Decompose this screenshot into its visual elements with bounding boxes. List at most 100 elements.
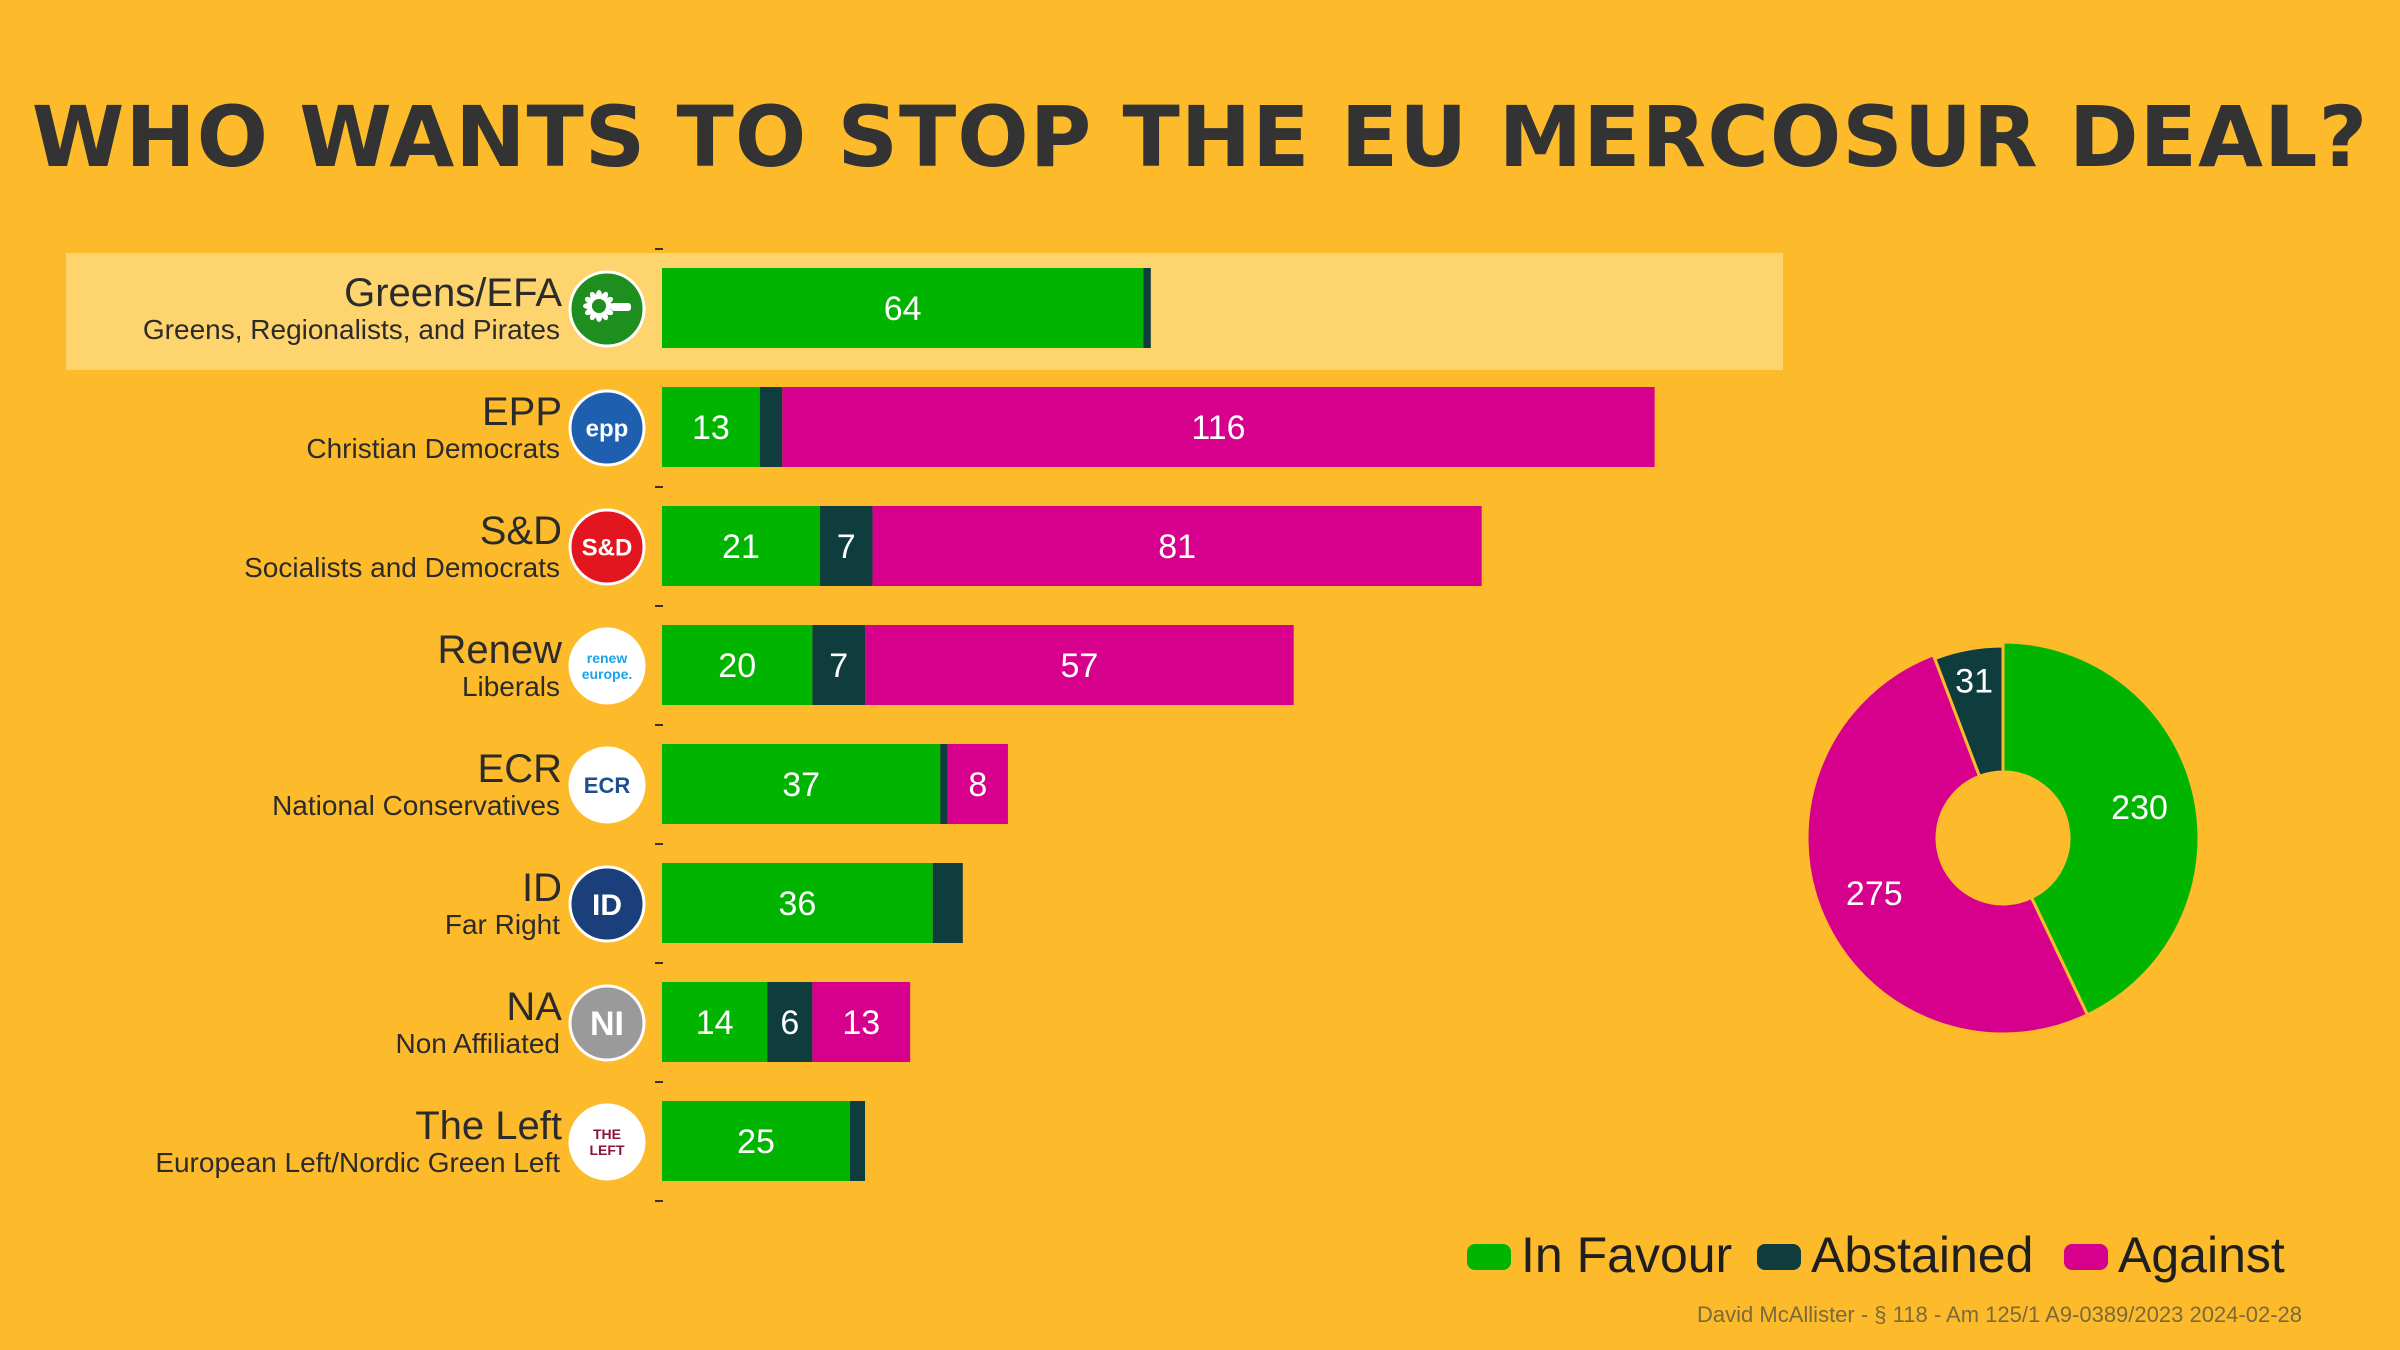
party-name-renew: Renew [437, 628, 562, 672]
party-name-na: NA [506, 985, 562, 1029]
donut-label-abstained: 31 [1955, 663, 1993, 701]
page-title: WHO WANTS TO STOP THE EU MERCOSUR DEAL? [31, 88, 2369, 186]
bar-id-abstained [932, 863, 963, 943]
legend-label-in-favour: In Favour [1521, 1227, 1732, 1283]
party-subtitle-epp: Christian Democrats [306, 433, 560, 464]
bar-label-na-abstained: 6 [780, 1004, 799, 1042]
bar-na-abstained [767, 982, 813, 1062]
logo-text: ID [592, 889, 622, 922]
logo-circle [568, 627, 646, 705]
legend-label-against: Against [2118, 1227, 2285, 1283]
logo-text: S&D [582, 535, 633, 562]
petal-shape [589, 291, 598, 302]
party-name-ecr: ECR [478, 747, 562, 791]
greens-efa-logo-icon [568, 270, 646, 348]
bar-label-ecr-in-favour: 37 [782, 766, 820, 804]
bar-id-in-favour [662, 863, 933, 943]
bar-label-epp-in-favour: 13 [692, 409, 730, 447]
id-group-logo-icon: ID [568, 865, 646, 943]
non-inscrits-logo-icon: NI [568, 984, 646, 1062]
party-subtitle-na: Non Affiliated [396, 1028, 561, 1059]
bar-label-ecr-against: 8 [968, 766, 987, 804]
party-subtitle-s-d: Socialists and Democrats [244, 552, 560, 583]
logo-text: THE [593, 1126, 621, 1142]
bar-renew-abstained [812, 625, 866, 705]
bar-ecr-abstained [940, 744, 948, 824]
bar-label-renew-in-favour: 20 [718, 647, 756, 685]
logo-text: renew [587, 650, 628, 666]
bar-s-d-against [872, 506, 1482, 586]
logo-text: epp [586, 416, 629, 443]
bar-s-d-in-favour [662, 506, 820, 586]
donut-label-against: 275 [1846, 875, 1903, 913]
donut-slice-in-favour [2001, 640, 2201, 1017]
bar-label-s-d-in-favour: 21 [722, 528, 760, 566]
bar-s-d-abstained [819, 506, 873, 586]
party-subtitle-id: Far Right [445, 909, 560, 940]
bar-label-na-against: 13 [842, 1004, 880, 1042]
legend-swatch-abstained [1757, 1244, 1801, 1270]
logo-text: NI [590, 1005, 624, 1043]
legend-label-abstained: Abstained [1811, 1227, 2033, 1283]
petal-shape [600, 310, 609, 321]
bar-greens-efa-abstained [1143, 268, 1151, 348]
bar-greens-efa-in-favour [662, 268, 1144, 348]
bar-the-left-in-favour [662, 1101, 850, 1181]
party-subtitle-ecr: National Conservatives [272, 790, 560, 821]
bar-na-in-favour [662, 982, 768, 1062]
donut-slice-against [1805, 652, 2090, 1036]
party-subtitle-renew: Liberals [462, 671, 560, 702]
logo-circle [568, 746, 646, 824]
s-and-d-logo-icon: S&D [568, 508, 646, 586]
bar-label-epp-against: 116 [1191, 409, 1245, 447]
flower-center [592, 299, 606, 313]
donut-label-in-favour: 230 [2111, 789, 2168, 827]
bar-ecr-against [947, 744, 1008, 824]
logo-circle [568, 1103, 646, 1181]
logo-circle [568, 865, 646, 943]
logo-circle [568, 389, 646, 467]
bar-renew-in-favour [662, 625, 813, 705]
bar-epp-against [782, 387, 1655, 467]
petal-shape [596, 290, 602, 300]
bar-renew-against [865, 625, 1294, 705]
bar-label-the-left-in-favour: 25 [737, 1123, 775, 1161]
petal-shape [583, 303, 593, 309]
bar-ecr-in-favour [662, 744, 941, 824]
leaf-shape [611, 303, 631, 311]
party-name-the-left: The Left [415, 1104, 562, 1148]
bar-label-id-in-favour: 36 [778, 885, 816, 923]
party-subtitle-the-left: European Left/Nordic Green Left [155, 1147, 560, 1178]
bar-na-against [812, 982, 911, 1062]
logo-text: europe. [582, 666, 633, 682]
bar-label-na-in-favour: 14 [696, 1004, 734, 1042]
epp-logo-icon: epp [568, 389, 646, 467]
party-subtitle-greens-efa: Greens, Regionalists, and Pirates [143, 314, 560, 345]
bar-epp-in-favour [662, 387, 760, 467]
bar-the-left-abstained [850, 1101, 866, 1181]
legend-swatch-against [2064, 1244, 2108, 1270]
party-name-epp: EPP [482, 390, 562, 434]
bar-label-s-d-against: 81 [1158, 528, 1196, 566]
legend: In Favour Abstained Against [1467, 1227, 2285, 1283]
logo-circle [568, 508, 646, 586]
donut-slice-abstained [1932, 644, 2005, 779]
ecr-group-logo-icon: ECR [568, 746, 646, 824]
bar-label-s-d-abstained: 7 [837, 528, 856, 566]
logo-text: LEFT [590, 1142, 625, 1158]
party-name-s-d: S&D [480, 509, 562, 553]
bar-label-renew-against: 57 [1060, 647, 1098, 685]
petal-shape [603, 296, 614, 305]
logo-circle [568, 984, 646, 1062]
party-name-id: ID [522, 866, 562, 910]
petal-shape [596, 312, 602, 322]
donut-chart: 230 275 31 [1805, 640, 2201, 1036]
legend-swatch-in-favour [1467, 1244, 1511, 1270]
petal-shape [584, 307, 595, 316]
source-footnote: David McAllister - § 118 - Am 125/1 A9-0… [1697, 1302, 2302, 1327]
party-name-greens-efa: Greens/EFA [344, 271, 562, 315]
